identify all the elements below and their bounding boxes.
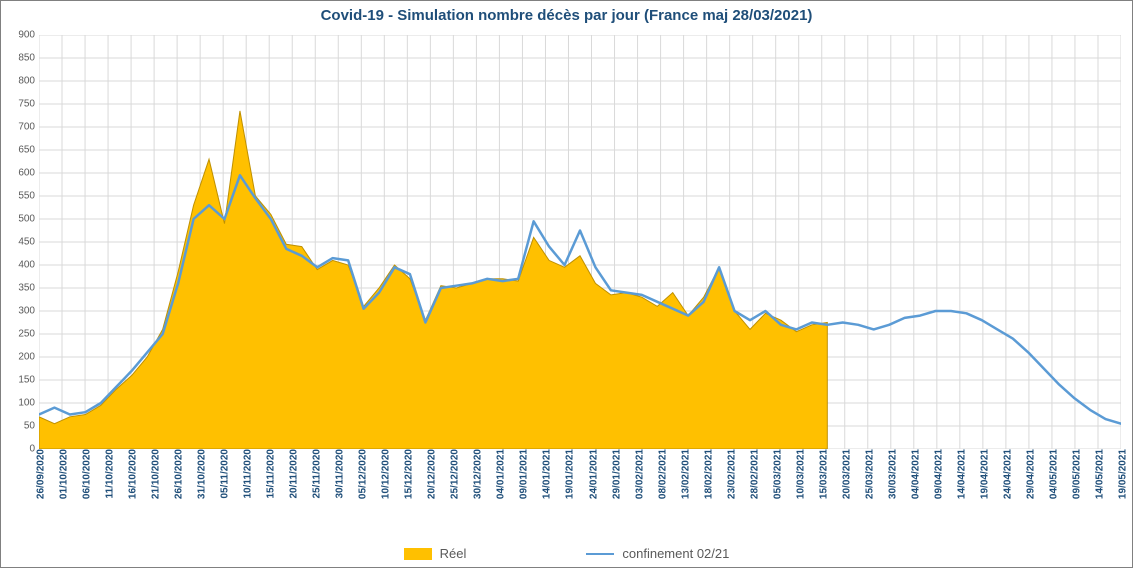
y-tick-label: 650 (18, 145, 39, 156)
x-tick-label: 30/03/2021 (883, 449, 898, 499)
x-tick-label: 26/09/2020 (32, 449, 47, 499)
x-tick-label: 21/10/2020 (147, 449, 162, 499)
plot-area: 0501001502002503003504004505005506006507… (39, 35, 1121, 449)
x-tick-label: 20/12/2020 (423, 449, 438, 499)
x-tick-label: 05/12/2020 (354, 449, 369, 499)
legend-label: Réel (440, 546, 467, 561)
x-tick-label: 10/03/2021 (791, 449, 806, 499)
y-tick-label: 850 (18, 53, 39, 64)
x-tick-label: 11/10/2020 (101, 449, 116, 499)
y-tick-label: 400 (18, 260, 39, 271)
x-tick-label: 09/04/2021 (929, 449, 944, 499)
x-tick-label: 25/11/2020 (308, 449, 323, 499)
x-tick-label: 19/04/2021 (975, 449, 990, 499)
x-tick-label: 19/05/2021 (1114, 449, 1129, 499)
x-tick-label: 15/03/2021 (814, 449, 829, 499)
plot-svg (39, 35, 1121, 449)
x-tick-label: 04/05/2021 (1044, 449, 1059, 499)
legend: Réel confinement 02/21 (1, 546, 1132, 561)
y-tick-label: 250 (18, 329, 39, 340)
x-tick-label: 09/01/2021 (515, 449, 530, 499)
x-tick-label: 01/10/2020 (55, 449, 70, 499)
x-tick-label: 18/02/2021 (699, 449, 714, 499)
x-tick-label: 05/03/2021 (768, 449, 783, 499)
x-tick-label: 15/12/2020 (400, 449, 415, 499)
chart-title: Covid-19 - Simulation nombre décès par j… (1, 7, 1132, 24)
y-tick-label: 200 (18, 352, 39, 363)
x-tick-label: 14/05/2021 (1090, 449, 1105, 499)
legend-item: confinement 02/21 (586, 546, 729, 561)
x-tick-label: 10/12/2020 (377, 449, 392, 499)
x-tick-label: 29/01/2021 (607, 449, 622, 499)
y-tick-label: 550 (18, 191, 39, 202)
x-tick-label: 28/02/2021 (745, 449, 760, 499)
x-tick-label: 19/01/2021 (561, 449, 576, 499)
y-tick-label: 700 (18, 122, 39, 133)
y-tick-label: 50 (24, 421, 39, 432)
x-tick-label: 13/02/2021 (676, 449, 691, 499)
y-tick-label: 450 (18, 237, 39, 248)
legend-swatch-area (404, 548, 432, 560)
chart-container: Covid-19 - Simulation nombre décès par j… (0, 0, 1133, 568)
y-tick-label: 500 (18, 214, 39, 225)
y-tick-label: 100 (18, 398, 39, 409)
x-tick-label: 14/01/2021 (538, 449, 553, 499)
x-tick-label: 24/04/2021 (998, 449, 1013, 499)
y-tick-label: 750 (18, 99, 39, 110)
x-tick-label: 16/10/2020 (124, 449, 139, 499)
x-tick-label: 14/04/2021 (952, 449, 967, 499)
y-tick-label: 900 (18, 30, 39, 41)
x-tick-label: 24/01/2021 (584, 449, 599, 499)
x-tick-label: 20/03/2021 (837, 449, 852, 499)
x-tick-label: 15/11/2020 (262, 449, 277, 499)
x-tick-label: 04/04/2021 (906, 449, 921, 499)
x-tick-label: 10/11/2020 (239, 449, 254, 499)
x-tick-label: 20/11/2020 (285, 449, 300, 499)
x-tick-label: 05/11/2020 (216, 449, 231, 499)
x-tick-label: 26/10/2020 (170, 449, 185, 499)
y-tick-label: 600 (18, 168, 39, 179)
series-area (39, 111, 827, 449)
y-tick-label: 150 (18, 375, 39, 386)
x-tick-label: 29/04/2021 (1021, 449, 1036, 499)
x-tick-label: 31/10/2020 (193, 449, 208, 499)
x-tick-label: 25/03/2021 (860, 449, 875, 499)
x-tick-label: 25/12/2020 (446, 449, 461, 499)
y-tick-label: 350 (18, 283, 39, 294)
x-tick-label: 06/10/2020 (78, 449, 93, 499)
x-tick-label: 23/02/2021 (722, 449, 737, 499)
y-tick-label: 300 (18, 306, 39, 317)
x-tick-label: 09/05/2021 (1067, 449, 1082, 499)
legend-item: Réel (404, 546, 467, 561)
legend-label: confinement 02/21 (622, 546, 729, 561)
x-tick-label: 04/01/2021 (492, 449, 507, 499)
x-tick-label: 08/02/2021 (653, 449, 668, 499)
x-tick-label: 30/12/2020 (469, 449, 484, 499)
x-tick-label: 03/02/2021 (630, 449, 645, 499)
x-tick-label: 30/11/2020 (331, 449, 346, 499)
legend-swatch-line (586, 553, 614, 555)
y-tick-label: 800 (18, 76, 39, 87)
